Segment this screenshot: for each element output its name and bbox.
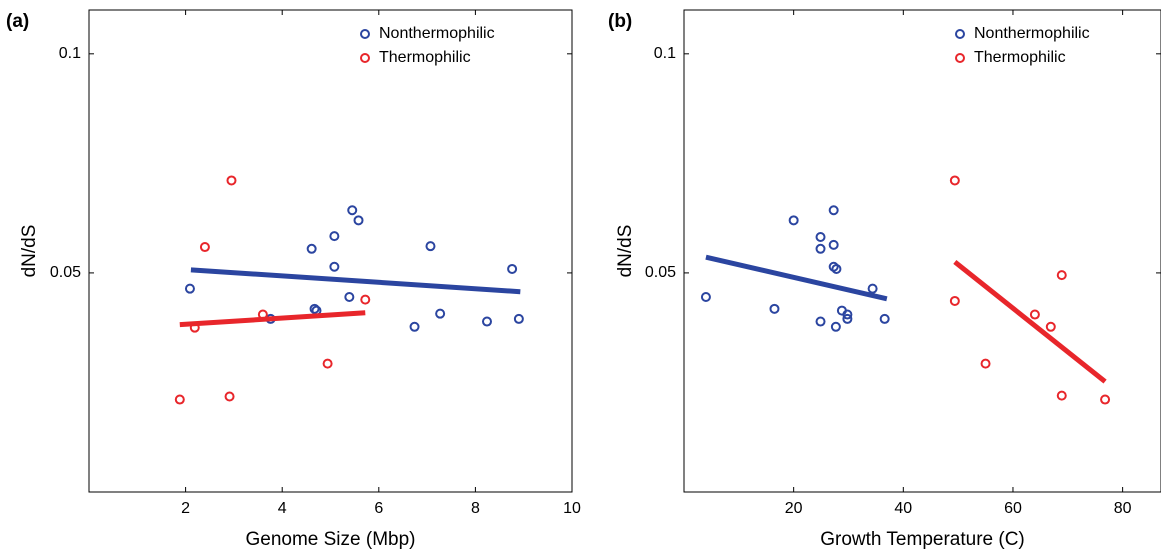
panel-label: (b) (608, 11, 632, 32)
point (353, 215, 364, 226)
legend-label: Nonthermophilic (974, 25, 1090, 42)
y-tick-label: 0.1 (654, 45, 676, 62)
plot-frame (88, 9, 573, 493)
fit-line (953, 259, 1107, 384)
x-tick-label: 4 (278, 500, 287, 517)
point (815, 316, 826, 327)
point (513, 313, 524, 324)
point (828, 205, 839, 216)
legend-label: Nonthermophilic (379, 25, 495, 42)
point (344, 292, 355, 303)
point (842, 309, 853, 320)
y-tick-label: 0.1 (59, 45, 81, 62)
y-tick-label: 0.05 (50, 264, 81, 281)
legend-marker (360, 53, 370, 63)
point (769, 303, 780, 314)
point (435, 308, 446, 319)
y-axis-label: dN/dS (19, 225, 40, 278)
legend-label: Thermophilic (379, 49, 471, 66)
point (879, 313, 890, 324)
x-tick-label: 20 (785, 500, 803, 517)
x-tick-label: 60 (1004, 500, 1022, 517)
point (329, 231, 340, 242)
x-axis-label: Growth Temperature (C) (820, 529, 1025, 550)
point (831, 263, 842, 274)
point (409, 321, 420, 332)
point (507, 263, 518, 274)
point (322, 358, 333, 369)
point (184, 283, 195, 294)
point (830, 321, 841, 332)
point (828, 239, 839, 250)
legend-marker (360, 29, 370, 39)
x-tick-label: 6 (374, 500, 383, 517)
point (815, 243, 826, 254)
point (174, 394, 185, 405)
legend-label: Thermophilic (974, 49, 1066, 66)
point (309, 303, 320, 314)
y-tick-label: 0.05 (645, 264, 676, 281)
point (347, 205, 358, 216)
point (199, 242, 210, 253)
legend-marker (955, 29, 965, 39)
point (329, 261, 340, 272)
point (1029, 309, 1040, 320)
point (1056, 270, 1067, 281)
point (224, 391, 235, 402)
x-tick-label: 80 (1114, 500, 1132, 517)
point (788, 215, 799, 226)
fit-line (190, 267, 521, 295)
fit-line (179, 310, 366, 328)
x-tick-label: 10 (563, 500, 581, 517)
plot-frame (683, 9, 1161, 493)
legend-marker (955, 53, 965, 63)
point (1056, 390, 1067, 401)
point (842, 313, 853, 324)
point (425, 241, 436, 252)
x-tick-label: 8 (471, 500, 480, 517)
x-tick-label: 40 (894, 500, 912, 517)
x-axis-label: Genome Size (Mbp) (245, 529, 415, 550)
point (815, 231, 826, 242)
point (700, 292, 711, 303)
point (226, 175, 237, 186)
point (1100, 394, 1111, 405)
panel-label: (a) (6, 11, 29, 32)
point (1045, 321, 1056, 332)
point (949, 295, 960, 306)
fit-line (705, 254, 888, 302)
point (867, 283, 878, 294)
point (360, 294, 371, 305)
point (980, 358, 991, 369)
point (949, 175, 960, 186)
y-axis-label: dN/dS (615, 225, 636, 278)
point (481, 316, 492, 327)
x-tick-label: 2 (181, 500, 190, 517)
point (306, 243, 317, 254)
